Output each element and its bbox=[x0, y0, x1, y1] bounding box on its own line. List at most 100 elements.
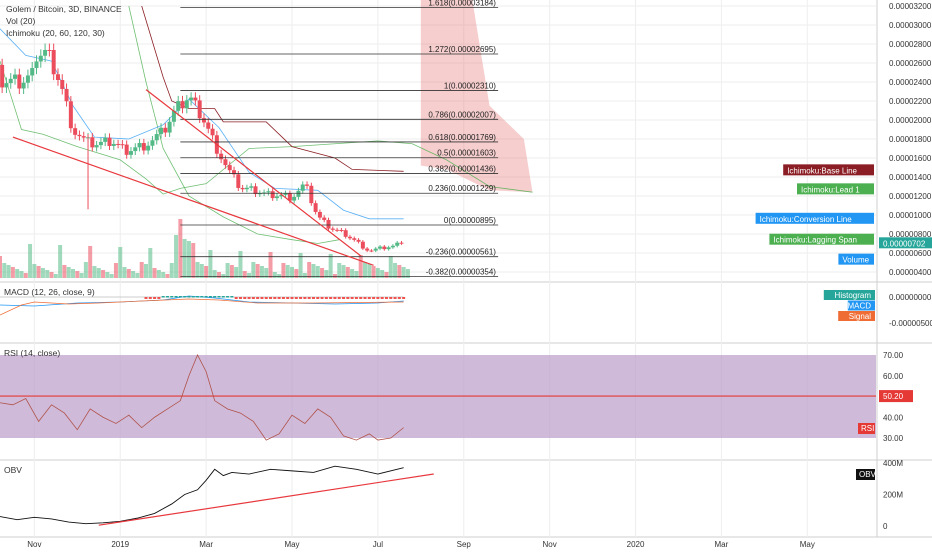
price-pane[interactable]: 1.618(0.00003184) 1.272(0.00002695) 1(0.00… bbox=[0, 0, 932, 278]
price-tick-label: 0.00000800 bbox=[889, 230, 932, 239]
volume-bar bbox=[401, 267, 406, 278]
volume-bar bbox=[397, 265, 402, 278]
volume-bar bbox=[58, 245, 63, 278]
macd-histogram-bar bbox=[178, 296, 182, 298]
volume-bar bbox=[135, 273, 140, 278]
macd-histogram-bar bbox=[316, 297, 320, 299]
macd-histogram-bar bbox=[230, 296, 234, 298]
macd-histogram-bar bbox=[260, 297, 264, 299]
time-axis[interactable]: Nov 2019 Mar May Jul Sep Nov 2020 Mar May bbox=[27, 540, 815, 549]
candle-body bbox=[360, 241, 365, 249]
macd-histogram-bar bbox=[251, 297, 255, 299]
volume-bar bbox=[242, 271, 247, 278]
ichimoku-cloud bbox=[420, 0, 533, 193]
axis-badge-label: Ichimoku:Lead 1 bbox=[801, 185, 860, 194]
volume-bar bbox=[298, 253, 303, 278]
macd-histogram-bar bbox=[204, 296, 208, 298]
macd-tick-label: 0.00000000 bbox=[889, 293, 932, 302]
rsi-title: RSI (14, close) bbox=[4, 348, 60, 358]
price-tick-label: 0.00002200 bbox=[889, 97, 932, 106]
candle-body bbox=[378, 246, 383, 249]
obv-pane[interactable]: OBV OBV bbox=[0, 465, 877, 526]
volume-bar bbox=[354, 271, 359, 278]
volume-bar bbox=[367, 264, 372, 278]
macd-histogram-bar bbox=[324, 297, 328, 299]
fib-level-label: 0.5(0.00001603) bbox=[437, 149, 496, 158]
macd-histogram-bar bbox=[367, 297, 371, 299]
fib-level-label: 1.618(0.00003184) bbox=[428, 0, 496, 8]
price-axis[interactable]: 0.00003200 0.00003000 0.00002800 0.00002600… bbox=[879, 2, 932, 531]
price-tick-label: 0.00002600 bbox=[889, 59, 932, 68]
macd-title: MACD (12, 26, close, 9) bbox=[4, 287, 95, 297]
candle-body bbox=[343, 230, 348, 237]
volume-bar bbox=[204, 266, 209, 278]
macd-histogram-bar bbox=[264, 297, 268, 299]
candle-body bbox=[163, 127, 168, 133]
volume-bar bbox=[238, 251, 243, 278]
volume-bar bbox=[345, 267, 350, 278]
macd-histogram-bar bbox=[397, 297, 401, 299]
price-tick-label: 0.00001600 bbox=[889, 154, 932, 163]
time-tick-label: May bbox=[800, 540, 815, 549]
base-line bbox=[141, 5, 404, 172]
candle-body bbox=[326, 219, 331, 229]
candle-body bbox=[189, 97, 194, 101]
macd-histogram-bar bbox=[234, 297, 238, 299]
macd-legend-label: MACD bbox=[847, 302, 871, 311]
volume-bar bbox=[281, 263, 286, 278]
axis-badge bbox=[755, 212, 874, 224]
candle-body bbox=[270, 191, 275, 199]
price-tick-label: 0.00001400 bbox=[889, 173, 932, 182]
candle-body bbox=[184, 100, 189, 109]
fib-level-label: 0(0.00000895) bbox=[444, 216, 496, 225]
volume-bar bbox=[384, 272, 389, 278]
candle-body bbox=[38, 55, 43, 62]
candle-body bbox=[141, 143, 146, 151]
time-tick-label: 2020 bbox=[627, 540, 645, 549]
volume-bar bbox=[79, 273, 84, 278]
volume-bar bbox=[49, 272, 54, 278]
price-tick-label: 0.00002000 bbox=[889, 116, 932, 125]
conversion-line bbox=[0, 28, 404, 220]
volume-bar bbox=[113, 263, 118, 278]
volume-bar bbox=[285, 265, 290, 278]
candle-body bbox=[133, 147, 138, 152]
axis-badge-label: Ichimoku:Lagging Span bbox=[773, 236, 857, 245]
price-tick-label: 0.00001000 bbox=[889, 211, 932, 220]
macd-histogram-bar bbox=[226, 296, 230, 298]
candle-body bbox=[25, 75, 30, 83]
macd-histogram-bar bbox=[200, 296, 204, 298]
candle-body bbox=[369, 250, 374, 252]
volume-bar bbox=[75, 271, 80, 278]
macd-histogram-bar bbox=[402, 297, 406, 299]
time-tick-label: Sep bbox=[457, 540, 472, 549]
volume-bar bbox=[169, 263, 174, 278]
volume-bar bbox=[290, 267, 294, 278]
candle-body bbox=[73, 128, 78, 135]
volume-bar bbox=[311, 264, 316, 278]
volume-bar bbox=[53, 274, 58, 278]
macd-histogram-bar bbox=[221, 296, 225, 298]
legend-layer: Golem / Bitcoin, 3D, BINANCE Vol (20) Ic… bbox=[6, 4, 122, 38]
rsi-pane[interactable]: RSI (14, close) RSI bbox=[0, 348, 876, 441]
axis-badge bbox=[838, 253, 874, 265]
macd-histogram-bar bbox=[277, 297, 281, 299]
volume-bar bbox=[126, 269, 131, 278]
macd-histogram-bar bbox=[191, 296, 195, 298]
volume-bar bbox=[28, 244, 33, 278]
volume-bar bbox=[251, 262, 256, 278]
volume-bar bbox=[62, 265, 67, 278]
volume-bar bbox=[2, 263, 7, 278]
candle-body bbox=[180, 101, 185, 109]
volume-bar bbox=[341, 265, 346, 278]
macd-histogram-bar bbox=[329, 297, 333, 299]
candle-body bbox=[386, 247, 391, 250]
fib-level-label: 1.272(0.00002695) bbox=[428, 45, 496, 54]
obv-tick-label: 0 bbox=[883, 522, 888, 531]
macd-pane[interactable]: MACD (12, 26, close, 9) Histogram MACDSign… bbox=[0, 287, 875, 321]
candle-body bbox=[232, 170, 237, 175]
candle-body bbox=[347, 236, 352, 239]
volume-bar bbox=[161, 272, 166, 278]
macd-legend-label: Signal bbox=[849, 312, 871, 321]
candle-body bbox=[356, 239, 361, 242]
